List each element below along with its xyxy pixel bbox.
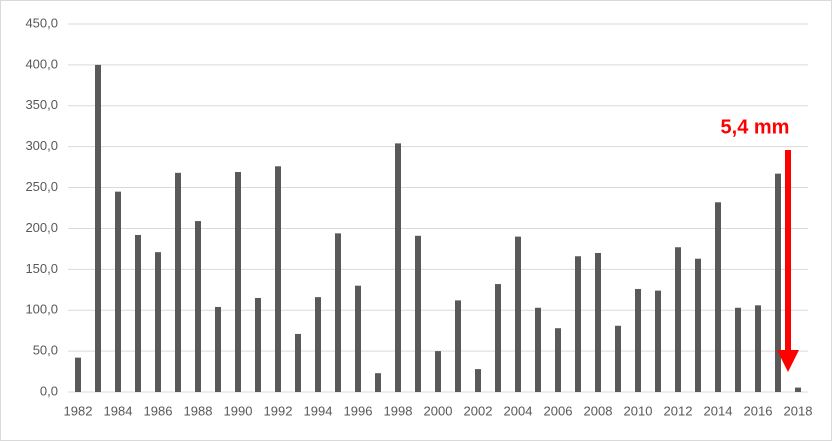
y-tick-label: 250,0	[25, 179, 58, 194]
bar	[515, 236, 521, 392]
y-tick-label: 150,0	[25, 261, 58, 276]
bar	[775, 173, 781, 392]
bar	[235, 172, 241, 392]
bar	[335, 233, 341, 392]
bar	[295, 333, 301, 392]
bar	[555, 328, 561, 392]
x-tick-label: 1992	[264, 403, 293, 418]
bar	[255, 297, 261, 392]
annotation: 5,4 mm	[721, 116, 790, 138]
y-tick-label: 50,0	[33, 343, 58, 358]
x-tick-label: 2008	[584, 403, 613, 418]
bar	[115, 191, 121, 392]
bar	[135, 234, 141, 392]
y-tick-label: 400,0	[25, 56, 58, 71]
bar	[675, 247, 681, 392]
y-tick-label: 450,0	[25, 15, 58, 30]
annotation-arrowhead	[777, 350, 799, 372]
bar	[435, 351, 441, 392]
y-tick-label: 200,0	[25, 220, 58, 235]
bar	[75, 357, 81, 392]
bar	[615, 325, 621, 392]
bar	[475, 369, 481, 392]
bar	[95, 64, 101, 392]
bar	[535, 307, 541, 392]
x-tick-label: 2000	[424, 403, 453, 418]
x-tick-label: 2016	[744, 403, 773, 418]
x-tick-label: 1994	[304, 403, 333, 418]
x-tick-label: 2012	[664, 403, 693, 418]
x-tick-label: 2002	[464, 403, 493, 418]
bar	[795, 387, 801, 392]
bar	[575, 256, 581, 392]
bar	[275, 166, 281, 392]
bar	[715, 202, 721, 392]
x-tick-label: 2010	[624, 403, 653, 418]
bar	[635, 288, 641, 392]
bar	[195, 221, 201, 392]
x-tick-label: 1986	[144, 403, 173, 418]
x-tick-label: 1996	[344, 403, 373, 418]
bar	[375, 373, 381, 392]
bar	[695, 258, 701, 392]
bar	[355, 285, 361, 392]
bar	[735, 307, 741, 392]
bar	[495, 284, 501, 392]
bar	[215, 306, 221, 392]
bar	[395, 143, 401, 392]
y-tick-label: 300,0	[25, 138, 58, 153]
x-tick-label: 2006	[544, 403, 573, 418]
bar	[155, 252, 161, 392]
y-tick-label: 350,0	[25, 97, 58, 112]
bar	[175, 172, 181, 392]
x-tick-label: 1984	[104, 403, 133, 418]
x-tick-label: 1982	[64, 403, 93, 418]
bar	[755, 305, 761, 392]
x-tick-label: 1998	[384, 403, 413, 418]
x-tick-label: 1988	[184, 403, 213, 418]
x-tick-label: 2018	[784, 403, 813, 418]
x-tick-label: 2004	[504, 403, 533, 418]
bar	[455, 300, 461, 392]
x-tick-label: 1990	[224, 403, 253, 418]
x-tick-label: 2014	[704, 403, 733, 418]
bar	[655, 290, 661, 392]
y-tick-label: 100,0	[25, 302, 58, 317]
y-tick-label: 0,0	[40, 383, 58, 398]
bar	[595, 252, 601, 392]
bar	[415, 235, 421, 392]
bar	[315, 297, 321, 392]
